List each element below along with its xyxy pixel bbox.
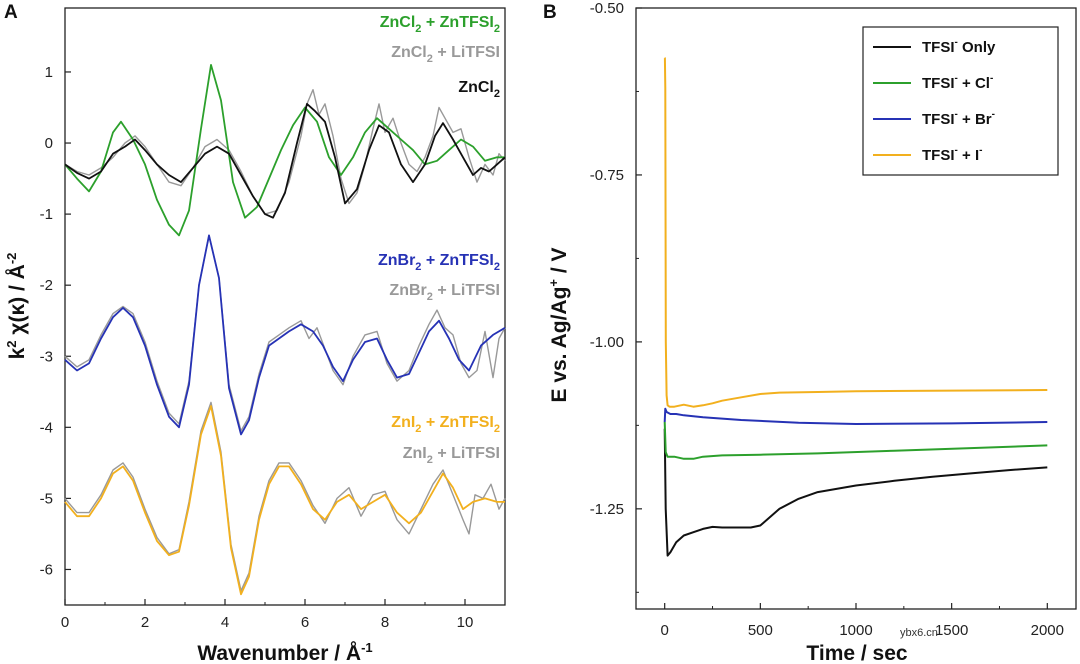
series-line: [64, 64, 505, 237]
y-tick-label: -4: [40, 419, 53, 436]
y-tick-label: -1: [40, 206, 53, 223]
panel-b-series: [663, 57, 1048, 557]
x-tick-label: 10: [457, 614, 474, 631]
panel-a-xlabel: Wavenumber / Å-1: [197, 640, 372, 664]
y-tick-label: -5: [40, 490, 53, 507]
y-tick-label: -0.75: [590, 167, 624, 184]
legend-entry: TFSI- + I-: [922, 145, 982, 164]
series-label: ZnCl2 + LiTFSI: [391, 44, 500, 65]
x-tick-label: 500: [748, 622, 773, 639]
series-line: [64, 89, 506, 215]
panel-a-ylabel: k2 χ(κ) / Å-2: [4, 253, 29, 360]
series-line: [64, 103, 506, 219]
watermark: ybx6.cn: [900, 627, 938, 639]
panel-a-series-labels: ZnCl2 + ZnTFSI2 ZnCl2 + LiTFSI ZnCl2 ZnBr2 …: [378, 14, 500, 466]
series-line: [663, 57, 1048, 408]
legend-entry: TFSI- + Br-: [922, 109, 995, 128]
series-label: ZnBr2 + ZnTFSI2: [378, 252, 500, 273]
panel-b-ticks: 0 500 1000 1500 2000 -0.50 -0.75 -1.00 -1.25: [590, 0, 1064, 639]
series-line: [663, 421, 1048, 460]
series-line: [64, 405, 505, 596]
series-label: ZnI2 + ZnTFSI2: [391, 414, 500, 435]
x-tick-label: 1000: [839, 622, 872, 639]
x-tick-label: 8: [381, 614, 389, 631]
panel-a-series: [64, 64, 506, 596]
panel-b: B 0 500 1000 1500 2000 -0.50 -0.75 -1.00 -1.25 T…: [543, 0, 1077, 664]
y-tick-label: -0.50: [590, 0, 624, 17]
series-label: ZnCl2 + ZnTFSI2: [380, 14, 500, 35]
series-label: ZnCl2: [458, 79, 500, 100]
y-tick-label: -2: [40, 277, 53, 294]
series-label: ZnI2 + LiTFSI: [403, 445, 500, 466]
panel-b-letter: B: [543, 2, 557, 23]
panel-a-letter: A: [4, 2, 18, 23]
x-tick-label: 2: [141, 614, 149, 631]
x-tick-label: 1500: [935, 622, 968, 639]
series-line: [64, 401, 506, 592]
series-label: ZnBr2 + LiTFSI: [389, 282, 500, 303]
x-tick-label: 0: [61, 614, 69, 631]
y-tick-label: -1.00: [590, 334, 624, 351]
series-line: [64, 234, 506, 432]
panel-a-frame: [64, 7, 506, 606]
x-tick-label: 0: [661, 622, 669, 639]
series-line: [663, 428, 1048, 557]
y-tick-label: 0: [45, 135, 53, 152]
panel-b-ylabel: E vs. Ag/Ag+ / V: [546, 247, 571, 402]
y-tick-label: 1: [45, 64, 53, 81]
x-tick-label: 4: [221, 614, 229, 631]
legend-entry: TFSI- + Cl-: [922, 73, 993, 92]
legend-box: [862, 26, 1059, 176]
series-line: [663, 407, 1048, 425]
series-line: [64, 234, 506, 436]
x-tick-label: 2000: [1031, 622, 1064, 639]
y-tick-label: -6: [40, 561, 53, 578]
legend-entry: TFSI- Only: [922, 37, 996, 56]
panel-b-legend: TFSI- Only TFSI- + Cl- TFSI- + Br- TFSI- + …: [862, 26, 1059, 176]
x-tick-label: 6: [301, 614, 309, 631]
panel-b-xlabel: Time / sec: [806, 642, 907, 664]
y-tick-label: -1.25: [590, 501, 624, 518]
y-tick-label: -3: [40, 348, 53, 365]
